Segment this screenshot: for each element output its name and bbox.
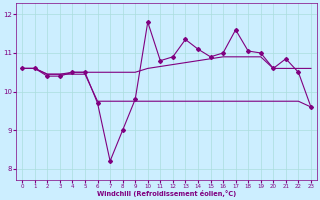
X-axis label: Windchill (Refroidissement éolien,°C): Windchill (Refroidissement éolien,°C) xyxy=(97,190,236,197)
